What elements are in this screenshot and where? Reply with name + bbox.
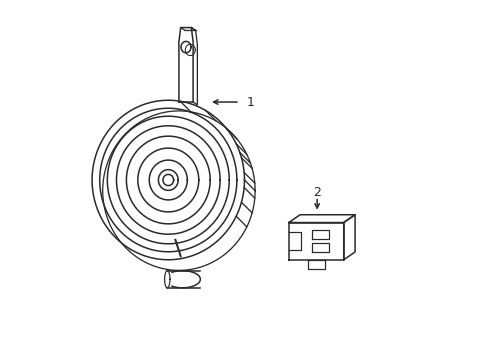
- Text: 1: 1: [246, 95, 254, 108]
- Text: 2: 2: [313, 186, 321, 199]
